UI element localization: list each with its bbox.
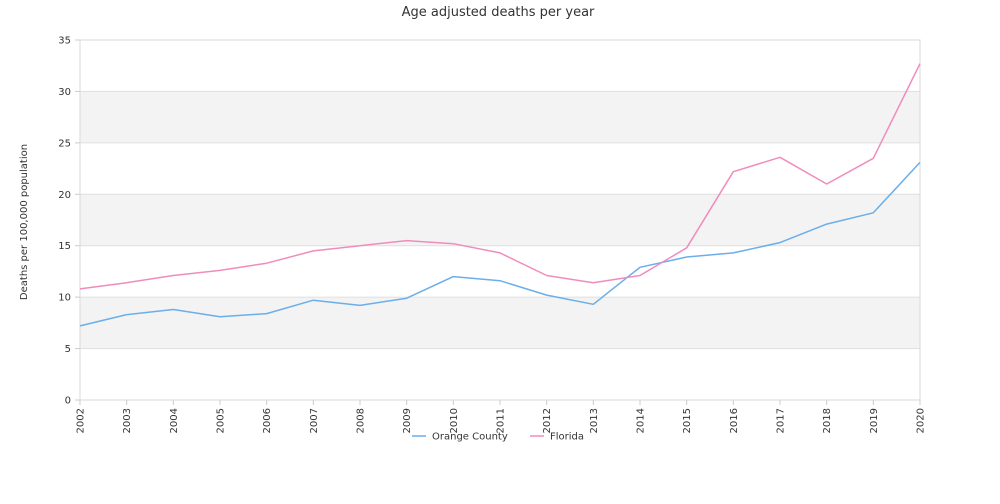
data-point[interactable] bbox=[731, 169, 736, 174]
data-point[interactable] bbox=[918, 160, 923, 165]
x-tick-label: 2013 bbox=[589, 408, 600, 433]
data-point[interactable] bbox=[638, 273, 643, 278]
gridlines bbox=[80, 39, 920, 401]
data-point[interactable] bbox=[871, 156, 876, 161]
grid-band bbox=[80, 297, 920, 349]
x-tick-label: 2016 bbox=[729, 408, 740, 433]
x-axis-ticks: 2002 2003 2004 2005 2006 2007 2008 2009 2010 2011… bbox=[76, 400, 927, 433]
data-point[interactable] bbox=[451, 241, 456, 246]
x-tick-label: 2009 bbox=[402, 408, 413, 433]
x-tick-label: 2018 bbox=[822, 408, 833, 433]
x-tick-label: 2019 bbox=[869, 408, 880, 433]
x-tick-label: 2006 bbox=[262, 408, 273, 433]
data-point[interactable] bbox=[171, 307, 176, 312]
x-tick-label: 2005 bbox=[216, 408, 227, 433]
data-point[interactable] bbox=[78, 323, 83, 328]
data-point[interactable] bbox=[544, 293, 549, 298]
x-tick-label: 2014 bbox=[636, 408, 647, 433]
y-tick-label: 0 bbox=[65, 396, 71, 407]
data-point[interactable] bbox=[824, 182, 829, 187]
data-point[interactable] bbox=[358, 243, 363, 248]
data-point[interactable] bbox=[918, 61, 923, 66]
data-point[interactable] bbox=[451, 274, 456, 279]
data-point[interactable] bbox=[778, 155, 783, 160]
legend-label: Orange County bbox=[432, 432, 508, 443]
x-tick-label: 2010 bbox=[449, 408, 460, 433]
data-point[interactable] bbox=[264, 311, 269, 316]
x-tick-label: 2012 bbox=[542, 408, 553, 433]
x-tick-label: 2011 bbox=[496, 408, 507, 433]
data-point[interactable] bbox=[544, 273, 549, 278]
legend-label: Florida bbox=[550, 432, 584, 443]
grid-band bbox=[80, 194, 920, 246]
y-tick-label: 35 bbox=[58, 36, 71, 47]
data-point[interactable] bbox=[591, 280, 596, 285]
data-point[interactable] bbox=[731, 250, 736, 255]
data-point[interactable] bbox=[218, 268, 223, 273]
data-point[interactable] bbox=[311, 248, 316, 253]
series-line-orange-county[interactable] bbox=[79, 161, 921, 327]
data-point[interactable] bbox=[358, 303, 363, 308]
data-point[interactable] bbox=[684, 245, 689, 250]
x-tick-label: 2007 bbox=[309, 408, 320, 433]
x-tick-label: 2015 bbox=[682, 408, 693, 433]
grid-bands bbox=[80, 91, 920, 349]
x-tick-label: 2008 bbox=[356, 408, 367, 433]
y-axis-label: Deaths per 100,000 population bbox=[19, 144, 30, 300]
data-point[interactable] bbox=[404, 296, 409, 301]
y-tick-label: 25 bbox=[58, 138, 71, 149]
y-tick-label: 5 bbox=[65, 344, 71, 355]
data-point[interactable] bbox=[218, 314, 223, 319]
chart-title: Age adjusted deaths per year bbox=[402, 5, 595, 20]
y-axis-ticks: 0 5 10 15 20 25 30 35 bbox=[58, 36, 80, 407]
data-point[interactable] bbox=[311, 298, 316, 303]
grid-band bbox=[80, 91, 920, 143]
x-tick-label: 2004 bbox=[169, 408, 180, 433]
y-tick-label: 20 bbox=[58, 190, 71, 201]
data-point[interactable] bbox=[591, 302, 596, 307]
legend-item-florida[interactable]: Florida bbox=[530, 432, 584, 443]
data-point[interactable] bbox=[124, 280, 129, 285]
y-tick-label: 15 bbox=[58, 241, 71, 252]
data-point[interactable] bbox=[638, 265, 643, 270]
y-tick-label: 30 bbox=[58, 87, 71, 98]
y-tick-label: 10 bbox=[58, 293, 71, 304]
data-point[interactable] bbox=[78, 286, 83, 291]
series-lines bbox=[79, 63, 921, 327]
x-tick-label: 2002 bbox=[76, 408, 87, 433]
legend: Orange County Florida bbox=[412, 432, 584, 443]
series-line-florida[interactable] bbox=[79, 63, 921, 290]
x-tick-label: 2020 bbox=[916, 408, 927, 433]
legend-item-orange-county[interactable]: Orange County bbox=[412, 432, 508, 443]
data-point[interactable] bbox=[778, 240, 783, 245]
data-point[interactable] bbox=[824, 222, 829, 227]
x-tick-label: 2017 bbox=[776, 408, 787, 433]
data-point[interactable] bbox=[684, 255, 689, 260]
x-tick-label: 2003 bbox=[122, 408, 133, 433]
data-point[interactable] bbox=[124, 312, 129, 317]
data-point[interactable] bbox=[871, 210, 876, 215]
data-point[interactable] bbox=[498, 250, 503, 255]
data-point[interactable] bbox=[404, 238, 409, 243]
data-point[interactable] bbox=[171, 273, 176, 278]
data-point[interactable] bbox=[498, 278, 503, 283]
data-point[interactable] bbox=[264, 261, 269, 266]
